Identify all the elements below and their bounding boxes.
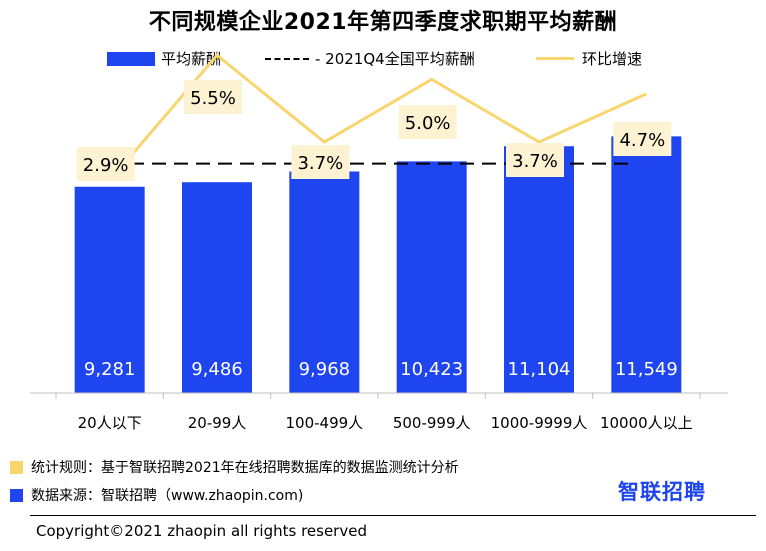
growth-line	[108, 53, 647, 182]
bar-value-label-0: 9,281	[84, 359, 136, 380]
bar-4	[504, 146, 574, 393]
growth-label-box-4	[506, 143, 564, 177]
legend-item-growth: 环比增速	[536, 48, 642, 69]
bar-value-label-4: 11,104	[508, 359, 571, 380]
growth-label-4: 3.7%	[512, 151, 558, 172]
growth-label-box-2	[291, 145, 350, 179]
bar-value-label-5: 11,549	[615, 359, 678, 380]
zhaopin-logo: 智联招聘	[618, 480, 706, 504]
footnote-rule-square	[10, 460, 23, 474]
legend-item-national-average: - 2021Q4全国平均薪酬	[265, 48, 475, 69]
legend-label-salary: 平均薪酬	[161, 50, 222, 68]
x-tick-label-0: 20人以下	[78, 414, 142, 432]
growth-label-1: 5.5%	[190, 88, 236, 109]
chart-plot: 9,281 9,486 9,968 10,423 11,104 11,549 20人以下 20…	[30, 53, 728, 432]
growth-label-2: 3.7%	[297, 153, 343, 174]
x-tick-label-5: 10000人以上	[600, 414, 693, 432]
bar-1	[182, 182, 252, 393]
growth-label-0: 2.9%	[83, 155, 129, 176]
x-tick-label-4: 1000-9999人	[491, 414, 588, 432]
bar-2	[289, 171, 360, 393]
growth-label-box-3	[398, 105, 457, 139]
footer-divider	[30, 515, 756, 516]
legend-swatch-bar	[107, 51, 155, 66]
legend-label-national-average: - 2021Q4全国平均薪酬	[315, 50, 475, 68]
footnote-rule: 统计规则：基于智联招聘2021年在线招聘数据库的数据监测统计分析	[10, 457, 459, 477]
growth-label-box-1	[184, 80, 242, 114]
footnote-source: 数据来源：智联招聘（www.zhaopin.com)	[10, 485, 303, 505]
bar-5	[611, 136, 682, 393]
chart-legend: 平均薪酬 - 2021Q4全国平均薪酬 环比增速	[0, 48, 766, 74]
bar-0	[74, 186, 145, 393]
footnote-source-text: 数据来源：智联招聘（www.zhaopin.com)	[31, 488, 304, 504]
legend-item-salary: 平均薪酬	[107, 48, 221, 69]
legend-label-growth: 环比增速	[582, 50, 643, 68]
growth-label-box-5	[613, 122, 672, 156]
x-tick-label-2: 100-499人	[285, 414, 363, 432]
copyright-text: Copyright©2021 zhaopin all rights reserv…	[36, 522, 367, 540]
legend-swatch-line	[536, 57, 574, 60]
footnote-rule-text: 统计规则：基于智联招聘2021年在线招聘数据库的数据监测统计分析	[31, 460, 459, 476]
growth-label-box-0	[76, 147, 135, 181]
bar-3	[396, 161, 467, 393]
bar-value-label-1: 9,486	[191, 359, 243, 380]
footnote-source-square	[10, 488, 23, 502]
x-tick-label-3: 500-999人	[393, 414, 471, 432]
growth-label-3: 5.0%	[405, 113, 451, 134]
x-tick-label-1: 20-99人	[188, 414, 247, 432]
bar-value-label-3: 10,423	[400, 359, 463, 380]
bar-value-label-2: 9,968	[299, 359, 351, 380]
growth-label-5: 4.7%	[619, 130, 665, 151]
legend-swatch-dashed-line	[265, 57, 309, 60]
chart-title: 不同规模企业2021年第四季度求职期平均薪酬	[148, 10, 618, 35]
